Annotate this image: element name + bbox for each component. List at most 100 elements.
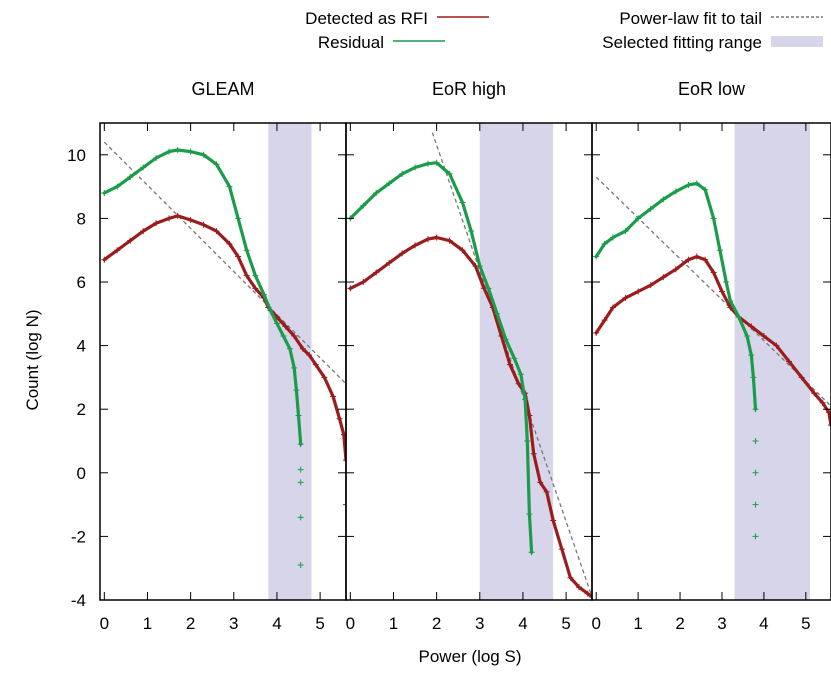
legend: Detected as RFI Residual Power-law fit to …: [305, 9, 823, 52]
legend-label: Power-law fit to tail: [619, 9, 762, 28]
data-point: [127, 174, 134, 181]
data-point: [528, 549, 535, 556]
data-point: [593, 329, 600, 336]
data-point: [226, 240, 233, 247]
x-tick-label: 3: [475, 614, 484, 633]
data-point: [273, 320, 280, 327]
data-point: [280, 333, 287, 340]
y-tick-label: 10: [67, 146, 86, 165]
data-point: [101, 256, 108, 263]
data-point: [213, 161, 220, 168]
panel-title: EoR high: [432, 79, 506, 99]
y-tick-label: 4: [77, 337, 86, 356]
power-law-fit-line: [595, 176, 831, 407]
data-point: [166, 215, 173, 222]
data-point: [187, 216, 194, 223]
data-point: [446, 170, 453, 177]
data-point: [647, 205, 654, 212]
data-point: [360, 202, 367, 209]
panel-title: EoR low: [678, 79, 746, 99]
data-point: [558, 546, 565, 553]
data-point: [685, 182, 692, 189]
data-point: [306, 352, 313, 359]
x-tick-label: 3: [229, 614, 238, 633]
data-point: [685, 256, 692, 263]
y-tick-label: 8: [77, 209, 86, 228]
data-point: [243, 247, 250, 254]
data-point: [522, 396, 529, 403]
data-point: [321, 374, 328, 381]
data-point: [235, 215, 242, 222]
data-point: [828, 422, 831, 429]
data-point: [399, 170, 406, 177]
data-point: [567, 574, 574, 581]
data-point: [702, 256, 709, 263]
data-point: [200, 221, 207, 228]
data-point: [476, 263, 483, 270]
x-tick-label: 4: [759, 614, 768, 633]
data-point: [750, 374, 757, 381]
data-point: [187, 148, 194, 155]
x-tick-label: 0: [346, 614, 355, 633]
legend-swatch-box: [771, 36, 823, 47]
data-point: [819, 399, 826, 406]
data-point: [360, 279, 367, 285]
data-point: [672, 266, 679, 273]
data-point: [773, 342, 780, 349]
data-point: [252, 285, 259, 292]
data-point: [593, 253, 600, 260]
legend-label: Residual: [318, 33, 384, 52]
data-point: [660, 274, 667, 281]
data-point: [576, 584, 583, 591]
data-point: [550, 517, 557, 524]
data-point: [752, 533, 759, 540]
data-point: [140, 228, 147, 235]
series-line: [594, 255, 831, 427]
data-point: [589, 593, 592, 600]
fitting-range: [268, 123, 312, 600]
data-point: [174, 212, 181, 219]
data-point: [373, 269, 380, 276]
data-point: [524, 438, 531, 444]
data-point: [297, 466, 304, 473]
data-point: [507, 361, 513, 368]
data-point: [336, 415, 343, 422]
data-point: [235, 253, 242, 260]
legend-label: Detected as RFI: [305, 9, 428, 28]
data-point: [748, 323, 755, 330]
data-point: [282, 323, 289, 330]
x-tick-label: 5: [801, 614, 810, 633]
data-point: [468, 228, 475, 235]
data-point: [517, 371, 524, 378]
data-point: [312, 361, 319, 368]
data-point: [530, 450, 537, 457]
data-point: [127, 237, 134, 244]
x-axis-label: Power (log S): [419, 647, 522, 666]
data-point: [174, 147, 181, 154]
data-point: [716, 247, 723, 254]
data-point: [291, 333, 298, 340]
data-point: [672, 188, 679, 195]
data-point: [261, 291, 267, 298]
data-point: [635, 215, 642, 222]
panel-title: GLEAM: [191, 79, 254, 99]
data-point: [660, 196, 667, 203]
x-tick-label: 5: [561, 614, 570, 633]
data-point: [386, 259, 393, 266]
data-point: [347, 285, 354, 292]
data-point: [200, 151, 207, 158]
y-tick-label: 0: [77, 464, 86, 483]
data-point: [609, 304, 616, 311]
data-point: [494, 310, 501, 317]
data-point: [446, 237, 453, 244]
data-point: [622, 294, 629, 301]
data-point: [710, 215, 717, 222]
panel-plot-area: [593, 123, 831, 600]
panel-2: EoR low 0 1 2 3 4 5: [591, 79, 831, 633]
data-point: [511, 355, 518, 362]
data-point: [433, 159, 440, 166]
data-point: [243, 272, 250, 279]
